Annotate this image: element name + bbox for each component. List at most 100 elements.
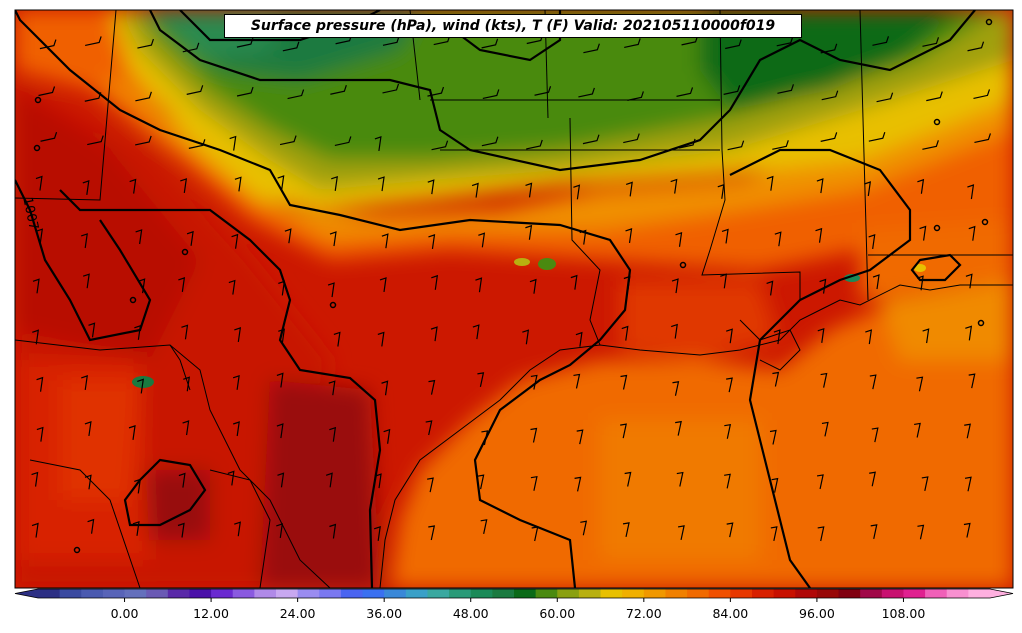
wind-barb [974,133,992,144]
wind-barb [620,423,627,439]
wind-barb [82,180,90,195]
wind-barb [917,524,925,540]
wind-barb [135,91,152,102]
colorbar-swatch [860,589,883,598]
colorbar-tick-label: 0.00 [110,606,139,621]
colorbar-swatch [297,589,320,598]
wind-barb [129,178,137,194]
wind-barb [869,374,877,390]
wind-barb [534,86,552,96]
wind-barb [36,228,44,244]
wind-barb [425,420,433,436]
wind-barb [186,85,204,95]
wind-barb [917,178,925,194]
colorbar-tick-label: 72.00 [625,606,662,621]
wind-barb [87,518,95,534]
wind-barb [137,38,155,49]
wind-barb [677,525,685,541]
wind-barb [721,228,729,244]
temperature-field [15,10,1013,588]
wind-barb [284,228,292,244]
wind-barb [671,323,678,339]
colorbar-swatch [38,589,61,598]
colorbar-swatch [340,589,364,598]
wind-barb [821,90,839,101]
wind-barb [623,133,640,144]
wind-barb [329,523,337,539]
colorbar-swatch [405,589,428,598]
wind-barb [128,424,136,440]
wind-barb [180,178,188,194]
wind-barb [821,421,829,437]
wind-barb [727,140,745,151]
colorbar-tick-label: 84.00 [712,606,749,621]
wind-barb [625,228,633,243]
wind-barb [482,89,500,100]
colorbar-swatch [124,589,147,598]
wind-barb [872,36,890,46]
wind-barb [379,277,387,293]
wind-barb [481,430,489,446]
wind-barb [40,132,58,142]
wind-barb [766,280,774,296]
wind-barb [817,327,825,343]
wind-barb [475,277,483,293]
wind-barb [329,426,337,442]
wind-barb [32,278,40,294]
wind-barb [582,134,600,145]
wind-barb [576,429,584,445]
wind-barb [477,372,485,387]
wind-barb [276,523,284,539]
colorbar-swatch [643,589,666,598]
wind-barb [430,326,438,342]
wind-barb [723,85,741,95]
wind-barb [769,429,777,445]
wind-barb [331,175,338,191]
wind-barbs [31,34,992,542]
wind-barb [967,184,975,200]
colorbar-swatch [795,589,818,598]
wind-barb [138,278,146,294]
colorbar-swatch [146,589,169,598]
wind-barb [573,184,581,200]
colorbar-swatch [189,589,212,598]
colorbar-swatch [492,589,515,598]
colorbar-swatch [81,589,104,598]
colorbar-swatch [665,589,688,598]
wind-barb [766,175,774,191]
wind-barb [377,176,385,192]
wind-barb [922,140,939,150]
wind-barb [922,328,930,344]
wind-barb [865,329,873,345]
colorbar-swatch [838,589,861,598]
wind-barb [278,328,286,344]
wind-barb [134,478,142,494]
wind-barb [964,423,971,439]
wind-barb [580,520,588,536]
colorbar-swatch [708,589,731,598]
wind-barb [277,472,285,488]
wind-barb [38,86,56,97]
colorbar-swatch [557,589,580,598]
wind-barb [771,477,779,493]
wind-barb [973,89,991,99]
colorbar-swatch [276,589,299,598]
colorbar-tick-label: 96.00 [799,606,835,621]
wind-barb [333,331,341,347]
wind-barb [724,473,731,489]
wind-barb [574,476,582,492]
wind-barb [717,183,725,199]
wind-barb [231,233,239,249]
wind-barb [39,39,57,50]
wind-barb [35,175,43,191]
wind-barb [671,278,679,294]
wind-barb [36,376,44,392]
colorbar-swatch [254,589,277,598]
wind-barb [325,472,333,488]
wind-barb [575,331,583,347]
colorbar-swatch [232,589,255,598]
wind-barb [276,423,284,439]
colorbar-tick-label: 36.00 [366,606,403,621]
wind-barb [922,37,940,47]
